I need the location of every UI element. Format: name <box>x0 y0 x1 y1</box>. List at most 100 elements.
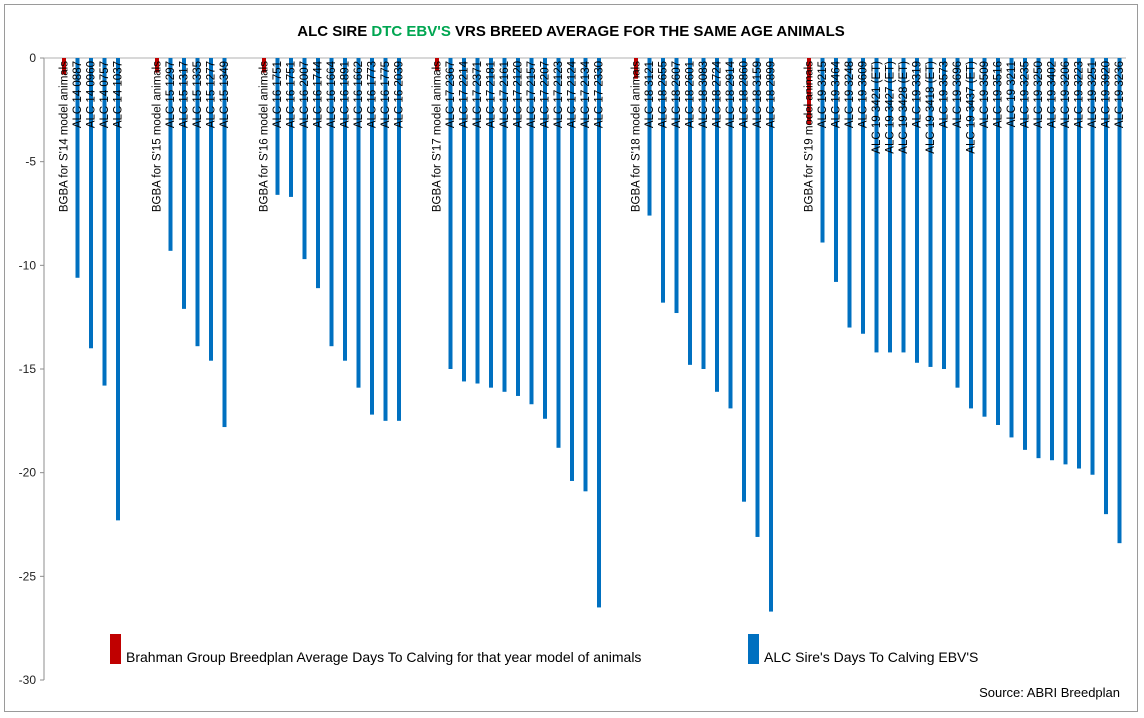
alc-sire-bar <box>383 58 388 421</box>
category-label: ALC 16 1662 <box>353 61 365 128</box>
category-label: ALC 16 1891 <box>340 61 352 128</box>
bgba-bar <box>62 58 66 75</box>
y-tick-label: -25 <box>19 569 37 583</box>
category-label: ALC 17 2161 <box>499 61 511 128</box>
y-tick-label: -15 <box>19 362 37 376</box>
category-label: ALC 14 1037 <box>113 61 125 128</box>
legend-label: Brahman Group Breedplan Average Days To … <box>126 649 641 665</box>
category-label: ALC 14 0757 <box>99 61 111 128</box>
alc-sire-bar <box>1023 58 1027 450</box>
source-label: Source: ABRI Breedplan <box>979 685 1120 700</box>
alc-sire-bar <box>742 58 746 502</box>
category-label: ALC 19 3437 (ET) <box>966 61 978 154</box>
alc-sire-bar <box>755 58 760 537</box>
category-label: ALC 17 2181 <box>486 61 498 128</box>
category-label: ALC 15 1335 <box>192 61 204 128</box>
category-label: ALC 19 3464 <box>831 60 843 128</box>
alc-sire-bar <box>996 58 1000 425</box>
y-tick-label: -20 <box>19 466 37 480</box>
alc-sire-bar <box>448 58 453 369</box>
category-label: ALC 17 2207 <box>540 61 552 128</box>
alc-sire-bar <box>556 58 561 448</box>
category-label: ALC 18 2607 <box>671 61 683 128</box>
alc-sire-bar <box>701 58 706 369</box>
category-label: BGBA for S'17 model animals <box>432 61 444 212</box>
alc-sire-bar <box>489 58 493 388</box>
category-label: ALC 17 2330 <box>594 61 606 128</box>
category-label: ALC 19 3696 <box>952 61 964 128</box>
alc-sire-bar <box>1009 58 1014 438</box>
category-label: ALC 15 1317 <box>179 61 191 128</box>
alc-sire-bar <box>728 58 733 409</box>
category-label: ALC 19 3516 <box>993 61 1005 128</box>
alc-sire-bar <box>915 58 919 363</box>
category-label: ALC 19 3235 <box>1020 61 1032 128</box>
category-label: ALC 17 2120 <box>513 61 525 128</box>
category-label: ALC 19 3509 <box>979 61 991 128</box>
category-label: ALC 17 2123 <box>553 61 565 128</box>
alc-sire-bar <box>75 58 80 278</box>
category-label: ALC 19 3206 <box>1060 61 1072 128</box>
alc-sire-bar <box>370 58 374 415</box>
category-label: ALC 18 3159 <box>752 61 764 128</box>
alc-sire-bar <box>516 58 520 396</box>
category-label: ALC 17 2124 <box>567 60 579 128</box>
category-label: ALC 18 2860 <box>739 61 751 128</box>
category-label: ALC 14 0960 <box>86 61 98 128</box>
category-label: ALC 17 2367 <box>445 61 457 128</box>
category-label: ALC 16 1773 <box>367 61 379 128</box>
alc-sire-bar <box>861 58 865 334</box>
chart-title: ALC SIRE DTC EBV'S VRS BREED AVERAGE FOR… <box>297 23 845 40</box>
alc-sire-bar <box>901 58 906 353</box>
alc-sire-bar <box>543 58 547 419</box>
category-label: ALC 19 3250 <box>1033 61 1045 128</box>
alc-sire-bar <box>583 58 588 492</box>
alc-sire-bar <box>329 58 334 347</box>
category-label: ALC 16 2039 <box>394 61 406 128</box>
alc-sire-bar <box>343 58 347 361</box>
alc-sire-bar <box>502 58 507 392</box>
category-label: ALC 17 2371 <box>472 61 484 128</box>
alc-sire-bar <box>462 58 466 382</box>
alc-sire-bar <box>674 58 679 314</box>
alc-sire-bar <box>1077 58 1081 469</box>
alc-sire-bar <box>529 58 534 405</box>
alc-sire-bar <box>475 58 480 384</box>
category-label: ALC 18 2601 <box>685 61 697 128</box>
category-label: ALC 16 1744 <box>313 60 325 128</box>
category-label: ALC 19 3319 <box>912 61 924 128</box>
chart-title-part: DTC EBV'S <box>371 23 450 40</box>
alc-sire-bar <box>316 58 320 289</box>
category-label: ALC 19 3609 <box>858 61 870 128</box>
alc-sire-bar <box>874 58 879 353</box>
alc-sire-bar <box>820 58 825 243</box>
category-label: ALC 18 2914 <box>725 60 737 128</box>
category-label: BGBA for S'15 model animals <box>152 61 164 212</box>
category-label: ALC 19 3427 (ET) <box>885 61 897 154</box>
alc-sire-bar <box>289 58 293 197</box>
alc-sire-bar <box>715 58 719 392</box>
legend-swatch <box>110 634 121 664</box>
legend-swatch <box>748 634 759 664</box>
alc-sire-bar <box>969 58 973 409</box>
alc-sire-bar <box>209 58 213 361</box>
alc-sire-bar <box>275 58 280 195</box>
alc-sire-bar <box>1090 58 1095 475</box>
category-label: ALC 19 3211 <box>1006 61 1018 127</box>
category-labels: BGBA for S'14 model animals ALC 14 0887 AL… <box>59 60 1127 212</box>
alc-sire-bar <box>688 58 692 365</box>
alc-sire-bar <box>1104 58 1108 515</box>
category-label: ALC 19 3920 <box>1101 61 1113 128</box>
alc-sire-bar <box>942 58 946 369</box>
category-label: BGBA for S'16 model animals <box>259 61 271 212</box>
category-label: ALC 18 2899 <box>766 61 778 128</box>
chart-title-part: ALC SIRE <box>297 23 371 40</box>
category-label: ALC 19 3418 (ET) <box>925 61 937 154</box>
alc-sire-bar <box>597 58 601 608</box>
category-label: ALC 19 3402 <box>1047 61 1059 128</box>
y-tick-label: -5 <box>25 155 36 169</box>
category-label: ALC 19 3573 <box>939 61 951 128</box>
alc-sire-bar <box>982 58 987 417</box>
alc-sire-bar <box>397 58 401 421</box>
bgba-bar <box>155 58 159 73</box>
